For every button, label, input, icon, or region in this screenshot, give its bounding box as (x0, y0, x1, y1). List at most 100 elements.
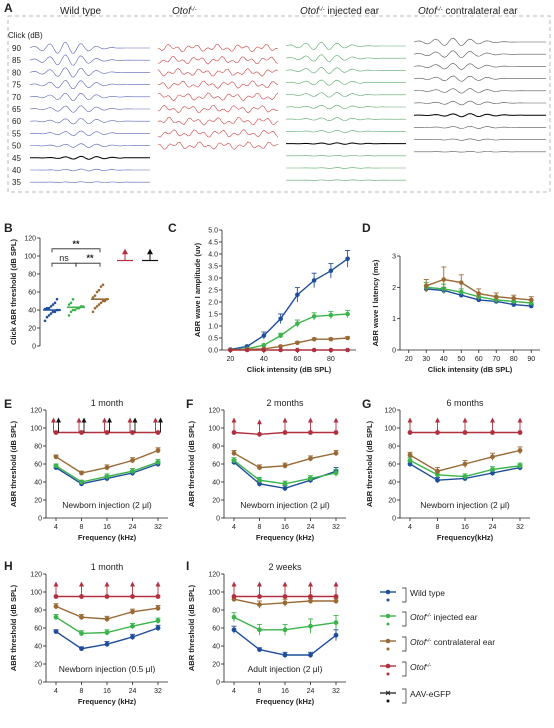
data-point (462, 474, 468, 479)
data-point (104, 474, 110, 479)
abr-trace (286, 155, 406, 157)
y-tick-label: 0 (392, 348, 396, 355)
data-point (104, 430, 110, 435)
abr-trace (285, 79, 406, 86)
x-tick-label: 30 (422, 356, 430, 363)
level-label: 40 (12, 166, 21, 175)
panel-letter: F (186, 397, 193, 411)
abr-trace (286, 167, 406, 169)
x-tick-label: 8 (80, 688, 84, 695)
arrow-head (517, 417, 523, 423)
x-tick-label: 24 (129, 524, 137, 531)
abr-trace (30, 168, 150, 172)
legend-bracket (402, 636, 407, 652)
level-label: 70 (12, 93, 21, 102)
data-point (97, 303, 101, 306)
legend-marker (385, 663, 391, 669)
data-point (261, 342, 267, 348)
data-point (51, 310, 55, 314)
y-tick-label: 120 (30, 408, 42, 415)
data-point (257, 627, 262, 633)
y-tick-label: 100 (30, 426, 42, 433)
y-axis-label: ABR wave I amplitude (uv) (193, 242, 202, 337)
x-tick-label: 32 (516, 524, 524, 531)
data-point (333, 620, 339, 625)
abr-trace (29, 54, 150, 66)
data-point (71, 297, 75, 301)
arrow-head (282, 417, 288, 423)
y-tick-label: 4.0 (208, 252, 218, 259)
abr-trace (413, 37, 546, 46)
data-point (511, 296, 517, 301)
y-tick-label: 100 (24, 254, 36, 261)
y-tick-label: 0 (32, 344, 36, 351)
data-point (282, 600, 288, 606)
x-tick-label: 50 (457, 356, 465, 363)
data-point (79, 479, 84, 485)
abr-trace (414, 138, 546, 141)
x-axis-label: Frequency (kHz) (256, 697, 315, 706)
y-tick-label: 20 (34, 662, 42, 669)
data-point (282, 485, 288, 491)
y-tick-label: 60 (388, 462, 396, 469)
panel-note: Adult injection (2 μl) (248, 664, 323, 674)
arrow-head (81, 417, 87, 423)
panel-title: 1 month (91, 398, 124, 408)
abr-trace (29, 143, 150, 148)
x-tick-label: 80 (510, 356, 518, 363)
y-tick-label: 80 (212, 608, 220, 615)
arrow-head (407, 417, 413, 423)
data-point (462, 461, 468, 467)
abr-trace (286, 179, 406, 181)
data-point (79, 646, 84, 652)
data-point (231, 614, 237, 620)
sig-bracket (51, 262, 77, 267)
x-axis-label: Click intensity (dB SPL) (428, 365, 513, 374)
data-point (345, 311, 350, 317)
data-point (295, 340, 300, 346)
panel-title: 2 weeks (268, 562, 302, 572)
data-point (435, 468, 440, 474)
data-point (345, 347, 350, 353)
x-tick-label: 24 (129, 688, 137, 695)
data-point (257, 647, 262, 652)
data-point (517, 463, 523, 469)
data-point (244, 347, 250, 353)
y-tick-label: 0 (216, 680, 220, 687)
legend-bracket (402, 611, 407, 627)
y-tick-label: 20 (28, 326, 36, 333)
legend-bracket (402, 587, 407, 603)
data-point (155, 430, 161, 435)
arrow-head (435, 417, 440, 423)
data-point (441, 277, 447, 282)
abr-trace (29, 41, 150, 54)
data-point (53, 463, 59, 469)
x-axis-label: Frequency (kHz) (78, 533, 137, 542)
x-tick-label: 16 (281, 524, 289, 531)
y-tick-label: 3 (392, 254, 396, 261)
x-tick-label: 16 (281, 688, 289, 695)
data-point (53, 454, 59, 460)
arrow-head (308, 581, 313, 587)
data-point (101, 299, 105, 303)
data-point (99, 285, 103, 288)
abr-trace (413, 50, 546, 58)
data-point (278, 347, 283, 353)
data-point (97, 288, 101, 292)
data-point (407, 452, 413, 458)
y-tick-label: 1.0 (208, 324, 218, 331)
data-point (79, 430, 84, 435)
data-point (423, 283, 429, 289)
data-point (333, 598, 339, 604)
y-tick-label: 2.5 (208, 288, 218, 295)
y-axis-label: ABR threshold (dB SPL) (187, 420, 196, 507)
x-tick-label: 4 (54, 524, 58, 531)
data-point (104, 630, 110, 635)
legend-dot (386, 699, 390, 703)
legend-marker (385, 589, 391, 595)
y-tick-label: 100 (30, 590, 42, 597)
data-point (345, 335, 350, 341)
data-point (308, 456, 313, 461)
y-tick-label: 0.5 (208, 336, 218, 343)
abr-trace (285, 104, 406, 110)
